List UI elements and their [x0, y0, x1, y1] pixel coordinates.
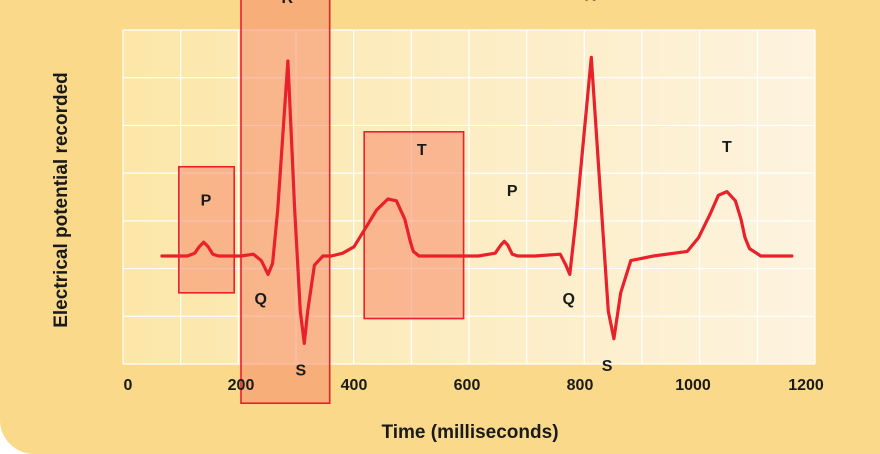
wave-label-t: T [722, 139, 732, 156]
highlight-box-p [178, 165, 236, 294]
x-tick-label: 400 [341, 377, 368, 394]
wave-label-s: S [296, 363, 307, 380]
wave-label-q: Q [255, 291, 267, 308]
wave-label-r: R [282, 0, 294, 7]
y-axis-title: Electrical potential recorded [51, 72, 72, 328]
x-tick-label: 1000 [675, 377, 711, 394]
x-tick-label: 600 [454, 377, 481, 394]
wave-label-r: R [584, 0, 596, 4]
highlight-box-t [363, 131, 465, 320]
wave-label-q: Q [562, 291, 574, 308]
wave-labels: P R Q S T P R Q S T [201, 0, 732, 380]
x-tick-label: 200 [228, 377, 255, 394]
x-tick-label: 1200 [788, 377, 824, 394]
x-tick-labels: 0 200 400 600 800 1000 1200 [124, 377, 824, 394]
wave-label-p: P [507, 183, 518, 200]
ecg-trace-line [160, 55, 794, 345]
x-tick-label: 800 [567, 377, 594, 394]
grid [122, 29, 816, 365]
highlight-boxes [178, 0, 465, 404]
wave-label-s: S [602, 358, 613, 375]
wave-label-p: P [201, 192, 212, 209]
x-tick-label: 0 [124, 377, 133, 394]
highlight-box-qrs [240, 0, 331, 404]
wave-label-t: T [417, 142, 427, 159]
x-axis-title: Time (milliseconds) [381, 422, 558, 443]
